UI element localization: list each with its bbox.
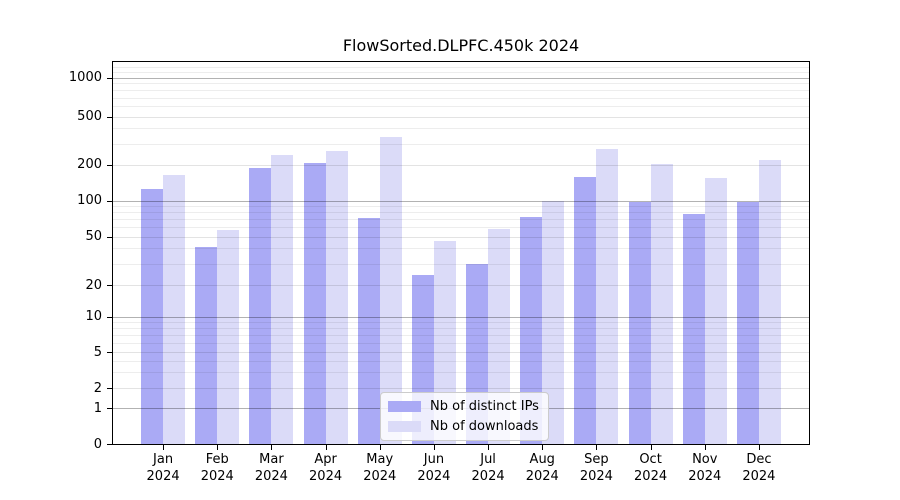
x-tick-mark	[433, 445, 435, 450]
y-tick-label: 2	[93, 380, 102, 396]
bar-downloads	[488, 229, 511, 444]
legend-item-distinct-ips: Nb of distinct IPs	[388, 398, 539, 415]
bar-downloads	[758, 159, 781, 444]
y-tick-mark	[107, 116, 112, 118]
y-tick-label: 200	[77, 157, 102, 173]
x-tick-label: Jun 2024	[417, 452, 451, 484]
x-tick-mark	[325, 445, 327, 450]
bar-downloads	[163, 175, 186, 444]
y-tick-mark	[107, 77, 112, 79]
x-tick-mark	[542, 445, 544, 450]
bar-downloads	[542, 200, 565, 444]
bar-downloads	[271, 154, 294, 444]
bar-distinct-ips	[195, 247, 218, 444]
legend-item-downloads: Nb of downloads	[388, 418, 539, 435]
x-tick-mark	[650, 445, 652, 450]
y-tick-mark	[107, 285, 112, 286]
x-tick-mark	[271, 445, 273, 450]
y-tick-mark	[107, 444, 112, 445]
y-tick-mark	[107, 164, 112, 166]
legend-swatch-distinct-ips	[388, 401, 421, 412]
bar-downloads	[650, 163, 673, 444]
legend: Nb of distinct IPs Nb of downloads	[380, 392, 549, 441]
y-tick-label: 100	[77, 193, 102, 209]
x-tick-mark	[163, 445, 165, 450]
x-tick-mark	[704, 445, 706, 450]
chart-title: FlowSorted.DLPFC.450k 2024	[342, 36, 580, 55]
bar-distinct-ips	[628, 202, 651, 444]
y-tick-mark	[107, 408, 112, 410]
x-tick-label: Jan 2024	[146, 452, 180, 484]
x-tick-label: Apr 2024	[309, 452, 343, 484]
y-tick-label: 10	[85, 309, 102, 325]
x-tick-label: Sep 2024	[579, 452, 613, 484]
plot-area	[113, 62, 809, 444]
bar-downloads	[379, 137, 402, 444]
bar-distinct-ips	[736, 202, 759, 444]
x-tick-mark	[758, 445, 760, 450]
x-tick-mark	[488, 445, 490, 450]
x-tick-mark	[596, 445, 598, 450]
y-tick-label: 5	[93, 344, 102, 360]
bar-distinct-ips	[303, 163, 326, 444]
y-tick-label: 1000	[68, 70, 102, 85]
bar-downloads	[325, 151, 348, 444]
y-tick-label: 0	[93, 436, 102, 452]
x-tick-label: Mar 2024	[254, 452, 288, 484]
x-tick-label: Aug 2024	[525, 452, 559, 484]
bar-downloads	[217, 229, 240, 444]
y-tick-mark	[107, 388, 112, 390]
bar-distinct-ips	[249, 168, 272, 444]
y-tick-label: 50	[85, 229, 102, 245]
y-tick-label: 500	[77, 109, 102, 125]
x-tick-label: Jul 2024	[471, 452, 505, 484]
x-tick-mark	[217, 445, 219, 450]
y-tick-mark	[107, 236, 112, 238]
y-tick-mark	[107, 352, 112, 354]
legend-label-downloads: Nb of downloads	[430, 419, 539, 434]
bar-distinct-ips	[357, 217, 380, 444]
bar-distinct-ips	[141, 188, 164, 444]
bar-distinct-ips	[574, 177, 597, 444]
legend-label-distinct-ips: Nb of distinct IPs	[430, 399, 539, 414]
bar-downloads	[704, 178, 727, 444]
y-tick-label: 20	[85, 277, 102, 293]
x-tick-label: Nov 2024	[688, 452, 722, 484]
x-tick-label: Dec 2024	[742, 452, 776, 484]
x-tick-mark	[379, 445, 381, 450]
bar-downloads	[596, 149, 619, 444]
legend-swatch-downloads	[388, 421, 421, 432]
x-tick-label: Feb 2024	[200, 452, 234, 484]
y-tick-label: 1	[93, 400, 102, 416]
bar-distinct-ips	[520, 217, 543, 444]
bar-distinct-ips	[682, 213, 705, 444]
y-tick-mark	[107, 200, 112, 202]
x-tick-label: May 2024	[363, 452, 397, 484]
y-tick-mark	[107, 316, 112, 318]
x-tick-label: Oct 2024	[634, 452, 668, 484]
